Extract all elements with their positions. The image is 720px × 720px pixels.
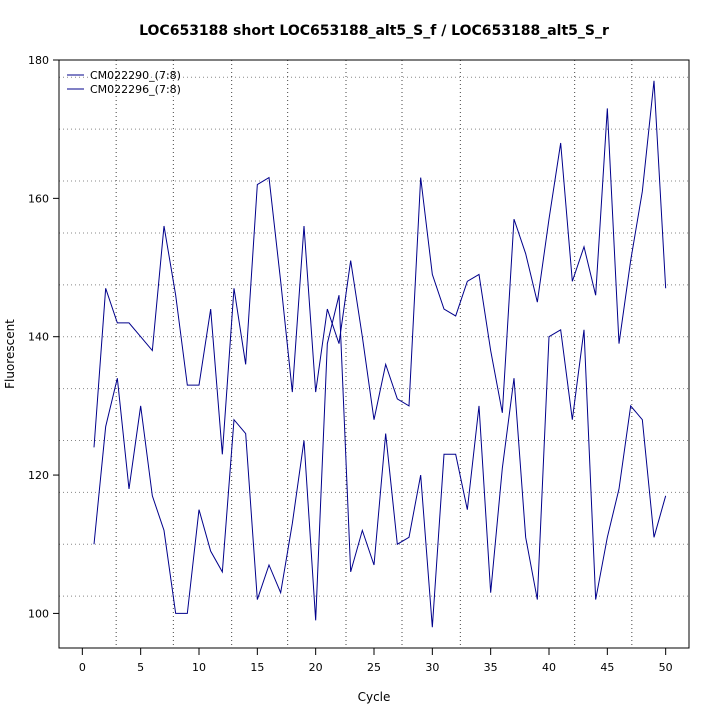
legend-label-1: CM022290_(7:8) — [90, 69, 181, 82]
legend: CM022290_(7:8)CM022296_(7:8) — [67, 69, 181, 96]
x-tick-label: 35 — [484, 661, 498, 674]
x-axis-label: Cycle — [358, 690, 391, 704]
gridlines — [59, 60, 689, 648]
x-tick-label: 20 — [309, 661, 323, 674]
y-tick-label: 100 — [28, 607, 49, 620]
y-axis: 100 120 140 160 180 — [28, 54, 60, 620]
x-tick-label: 30 — [425, 661, 439, 674]
y-axis-label: Fluorescent — [3, 319, 17, 389]
x-tick-label: 40 — [542, 661, 556, 674]
x-tick-label: 15 — [250, 661, 264, 674]
series-lines — [93, 80, 667, 628]
x-axis: 0 5 10 15 20 25 30 35 40 45 50 — [79, 647, 673, 674]
chart-title: LOC653188 short LOC653188_alt5_S_f / LOC… — [139, 23, 609, 39]
series-line-1 — [93, 80, 667, 455]
y-tick-label: 140 — [28, 331, 49, 344]
x-tick-label: 5 — [137, 661, 144, 674]
y-tick-label: 120 — [28, 469, 49, 482]
x-tick-label: 0 — [79, 661, 86, 674]
y-tick-label: 160 — [28, 192, 49, 205]
y-tick-label: 180 — [28, 54, 49, 67]
x-tick-label: 10 — [192, 661, 206, 674]
x-tick-label: 25 — [367, 661, 381, 674]
series-line-2 — [93, 295, 667, 628]
x-tick-label: 50 — [659, 661, 673, 674]
legend-label-2: CM022296_(7:8) — [90, 83, 181, 96]
x-tick-label: 45 — [600, 661, 614, 674]
